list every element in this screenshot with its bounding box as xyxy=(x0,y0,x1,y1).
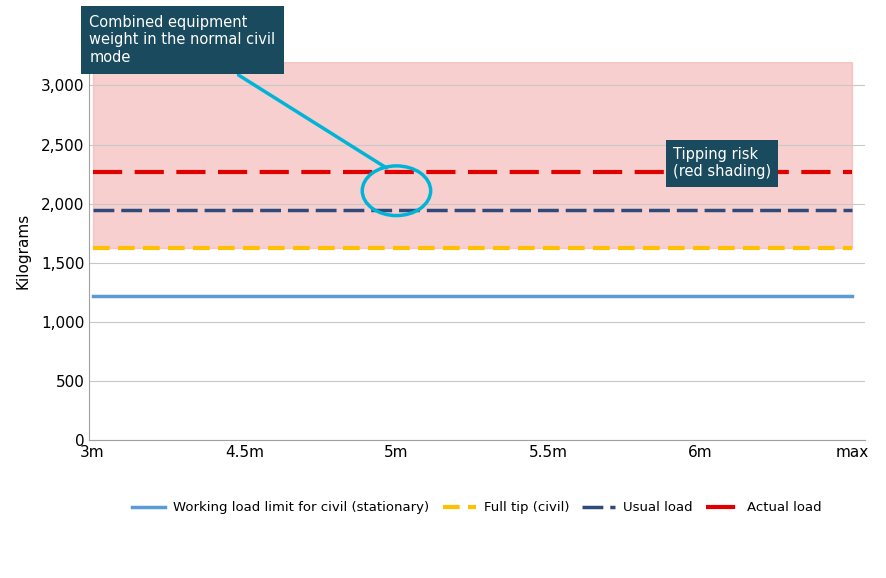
Y-axis label: Kilograms: Kilograms xyxy=(15,213,30,289)
Text: Tipping risk
(red shading): Tipping risk (red shading) xyxy=(673,147,771,179)
Text: Combined equipment
weight in the normal civil
mode: Combined equipment weight in the normal … xyxy=(89,15,386,168)
Legend: Working load limit for civil (stationary), Full tip (civil), Usual load, Actual : Working load limit for civil (stationary… xyxy=(128,496,827,520)
